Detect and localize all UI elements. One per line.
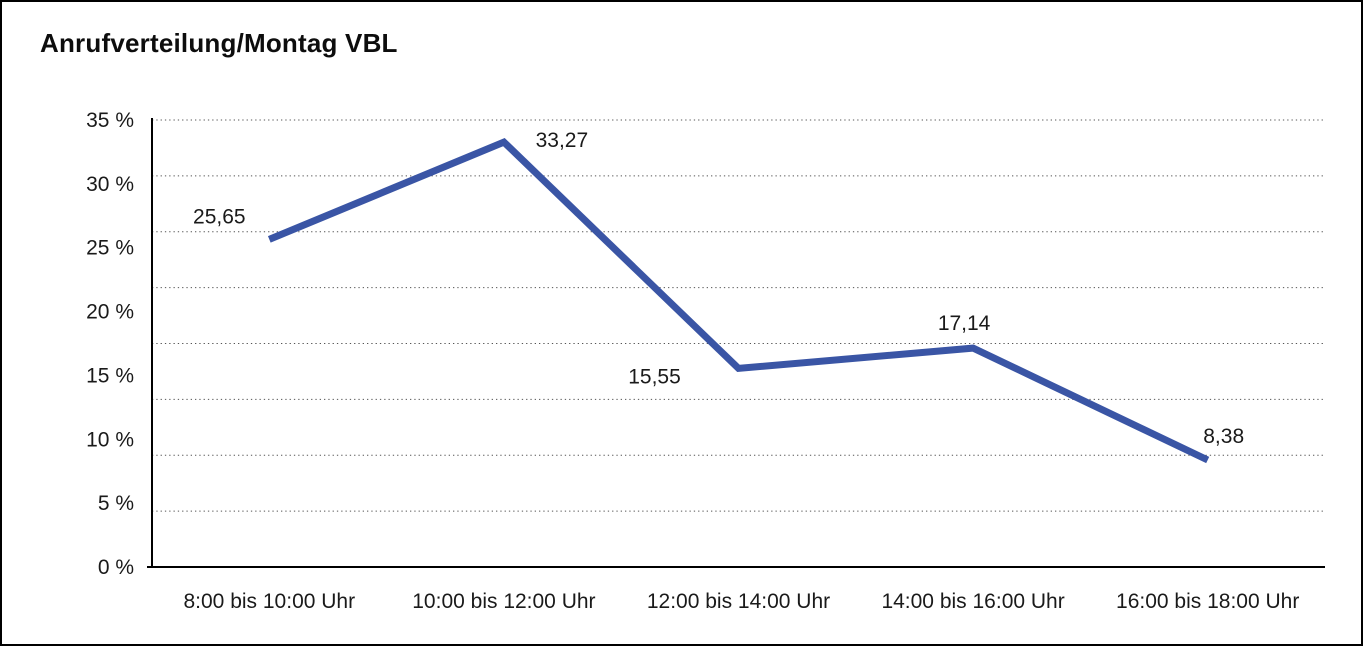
y-axis-tick-label: 15 %	[86, 364, 134, 387]
y-axis-tick-label: 25 %	[86, 237, 134, 260]
y-axis-tick-label: 10 %	[86, 428, 134, 451]
data-point-label: 17,14	[938, 312, 991, 335]
data-point-label: 33,27	[536, 129, 589, 152]
y-axis-tick-label: 30 %	[86, 173, 134, 196]
x-axis-category-label: 8:00 bis 10:00 Uhr	[183, 590, 355, 613]
x-axis-category-label: 12:00 bis 14:00 Uhr	[647, 590, 830, 613]
x-axis-category-label: 14:00 bis 16:00 Uhr	[881, 590, 1064, 613]
series-line	[267, 137, 1210, 464]
data-point-label: 25,65	[193, 205, 246, 228]
data-point-label: 8,38	[1203, 425, 1244, 448]
x-axis-category-label: 10:00 bis 12:00 Uhr	[412, 590, 595, 613]
y-axis-tick-label: 20 %	[86, 301, 134, 324]
x-axis-category-label: 16:00 bis 18:00 Uhr	[1116, 590, 1299, 613]
chart-title: Anrufverteilung/Montag VBL	[40, 28, 398, 58]
y-axis-tick-label: 0 %	[98, 556, 134, 579]
y-axis-tick-label: 35 %	[86, 109, 134, 132]
data-point-label: 15,55	[628, 365, 681, 388]
y-axis-tick-label: 5 %	[98, 492, 134, 515]
